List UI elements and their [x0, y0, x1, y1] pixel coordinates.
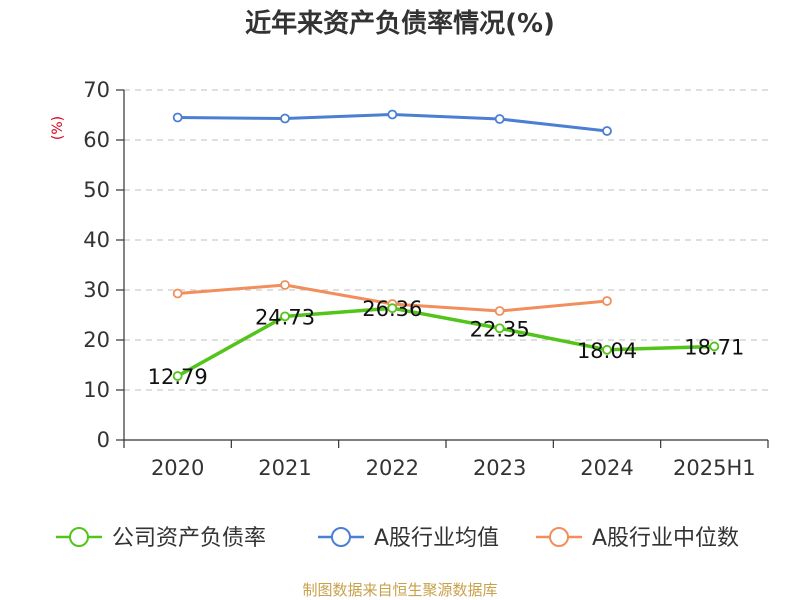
source-note: 制图数据来自恒生聚源数据库	[302, 581, 497, 599]
legend-marker-1	[331, 527, 351, 547]
y-axis-label: (%)	[50, 116, 66, 140]
legend-label-1: A股行业均值	[374, 526, 499, 551]
x-tick-label-2024: 2024	[580, 456, 633, 480]
series-layer	[172, 109, 720, 381]
y-tick-label-70: 70	[83, 78, 110, 102]
data-point-2-0	[172, 288, 183, 299]
data-point-2-1	[280, 280, 290, 290]
legend-label-2: A股行业中位数	[592, 526, 739, 551]
data-point-1-2	[387, 109, 398, 120]
data-label-4: 18.04	[577, 339, 637, 363]
legend: 公司资产负债率 A股行业均值 A股行业中位数	[56, 526, 739, 551]
x-tick-label-2022: 2022	[366, 456, 419, 480]
y-tick-label-40: 40	[83, 228, 110, 252]
gridlines	[124, 89, 768, 391]
data-point-0-5	[709, 341, 720, 352]
data-point-1-0	[172, 112, 183, 123]
data-label-0: 12.79	[148, 365, 208, 389]
data-label-1: 24.73	[255, 305, 315, 329]
legend-label-0: 公司资产负债率	[112, 526, 266, 551]
y-tick-label-20: 20	[83, 328, 110, 352]
data-point-0-3	[494, 323, 505, 334]
y-tick-label-30: 30	[83, 278, 110, 302]
data-point-0-2	[387, 303, 398, 314]
y-tick-label-0: 0	[97, 428, 110, 452]
y-tick-label-60: 60	[83, 128, 110, 152]
data-point-0-0	[172, 371, 183, 381]
data-point-0-4	[602, 344, 612, 355]
data-point-1-3	[494, 114, 505, 124]
data-point-2-3	[494, 306, 505, 316]
series-line-0	[176, 306, 715, 378]
x-tick-label-2023: 2023	[473, 456, 526, 480]
data-label-5: 18.71	[684, 335, 744, 359]
legend-marker-0	[69, 527, 89, 547]
data-point-2-4	[602, 296, 612, 306]
legend-marker-2	[549, 527, 569, 547]
y-tick-label-50: 50	[83, 178, 110, 202]
axes: 0 10 20 30 40 50 60 70 2020 2021 2022 2023 2024 2025H…	[83, 78, 769, 480]
x-tick-label-2025H1: 2025H1	[673, 456, 756, 480]
data-label-3: 22.35	[470, 317, 530, 341]
data-point-0-1	[280, 311, 290, 322]
data-point-1-4	[602, 126, 612, 136]
x-tick-label-2021: 2021	[258, 456, 311, 480]
data-point-1-1	[280, 113, 290, 124]
data-labels: 12.79 24.73 26.36 22.35 18.04 18.71	[148, 297, 745, 389]
x-tick-label-2020: 2020	[151, 456, 204, 480]
y-tick-label-10: 10	[83, 378, 110, 402]
chart-title: 近年来资产负债率情况(%)	[245, 8, 555, 39]
data-label-2: 26.36	[362, 297, 422, 321]
